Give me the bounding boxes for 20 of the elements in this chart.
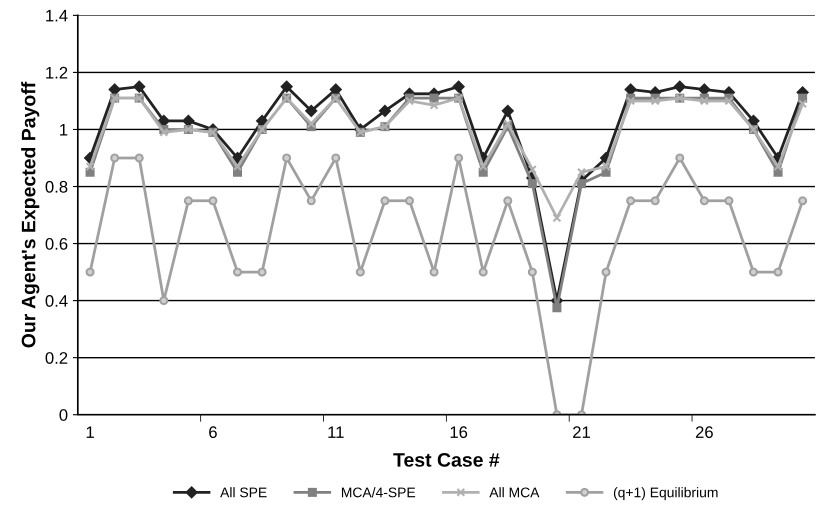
y-axis-title: Our Agent's Expected Payoff (21, 82, 40, 348)
x-tick-label: 26 (696, 426, 713, 438)
y-tick-label: 1.2 (46, 66, 68, 78)
y-tick-label: 0 (59, 409, 68, 421)
y-tick-label: 0.6 (46, 238, 68, 250)
y-tick-label: 0.8 (46, 180, 68, 193)
x-axis-title: Test Case # (393, 452, 500, 467)
y-tick-label: 0.4 (46, 295, 68, 307)
y-tick-label: 1.4 (46, 10, 68, 22)
legend-label: All SPE (220, 487, 267, 498)
y-tick-label: 1 (60, 124, 68, 136)
x-tick-label: 11 (328, 426, 344, 438)
x-tick-label: 16 (450, 426, 468, 438)
x-tick-label: 6 (209, 426, 217, 438)
legend-label: (q+1) Equilibrium (614, 487, 718, 500)
y-tick-label: 0.2 (46, 352, 68, 364)
x-tick-label: 1 (86, 426, 94, 438)
x-tick-label: 21 (573, 426, 590, 438)
legend-label: All MCA (489, 487, 540, 498)
legend-label: MCA/4-SPE (342, 487, 416, 498)
